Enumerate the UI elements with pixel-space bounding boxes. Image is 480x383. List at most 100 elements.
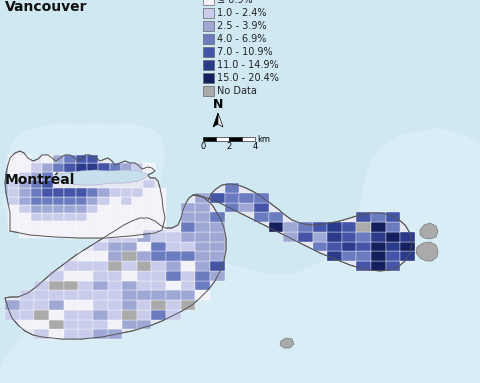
Bar	[210, 271, 225, 280]
Bar	[78, 290, 93, 300]
Bar	[144, 213, 155, 221]
Bar	[210, 212, 225, 222]
Bar	[166, 261, 180, 271]
Bar	[87, 196, 98, 205]
Bar	[155, 213, 166, 221]
Bar	[76, 155, 87, 163]
Text: 4: 4	[252, 142, 258, 151]
Bar	[87, 213, 98, 221]
Bar	[31, 221, 42, 230]
Bar	[132, 230, 144, 238]
Bar	[19, 230, 31, 238]
Bar	[108, 300, 122, 310]
Bar	[19, 221, 31, 230]
Bar	[203, 60, 214, 70]
Bar	[180, 242, 195, 251]
Bar	[155, 221, 166, 230]
Bar	[180, 300, 195, 310]
Bar	[63, 271, 78, 280]
Bar	[78, 300, 93, 310]
Bar	[132, 188, 144, 196]
Bar	[64, 188, 76, 196]
Bar	[93, 280, 108, 290]
Bar	[312, 232, 327, 242]
Bar	[64, 213, 76, 221]
Bar	[20, 310, 34, 319]
Bar	[386, 222, 400, 232]
Bar	[254, 193, 269, 203]
Bar	[19, 188, 31, 196]
Bar	[225, 193, 240, 203]
Bar	[19, 155, 31, 163]
Bar	[76, 230, 87, 238]
Bar	[312, 242, 327, 251]
Bar	[63, 300, 78, 310]
Bar	[195, 251, 210, 261]
Bar	[108, 280, 122, 290]
Bar	[42, 163, 53, 172]
Bar	[31, 196, 42, 205]
Bar	[8, 163, 19, 172]
Bar	[49, 310, 63, 319]
Bar	[357, 232, 371, 242]
Bar	[78, 329, 93, 339]
Bar	[357, 242, 371, 251]
Bar	[49, 280, 63, 290]
Bar	[42, 180, 53, 188]
Bar	[132, 221, 144, 230]
Bar	[98, 196, 109, 205]
Bar	[93, 319, 108, 329]
Bar	[166, 271, 180, 280]
Bar	[5, 300, 20, 310]
Bar	[155, 196, 166, 205]
Bar	[122, 290, 137, 300]
Bar	[357, 251, 371, 261]
Bar	[312, 222, 327, 232]
Bar	[210, 261, 225, 271]
Text: Montréal: Montréal	[5, 173, 75, 187]
Text: 15.0 - 20.4%: 15.0 - 20.4%	[217, 73, 279, 83]
Bar	[195, 271, 210, 280]
Bar	[144, 188, 155, 196]
Bar	[49, 319, 63, 329]
Bar	[137, 271, 151, 280]
Polygon shape	[213, 113, 218, 127]
Bar	[137, 290, 151, 300]
Bar	[19, 172, 31, 180]
Bar	[166, 290, 180, 300]
Bar	[31, 205, 42, 213]
Bar	[31, 230, 42, 238]
Bar	[151, 242, 166, 251]
Bar	[137, 310, 151, 319]
Bar	[210, 232, 225, 242]
Bar	[210, 251, 225, 261]
Bar	[64, 205, 76, 213]
Bar	[137, 319, 151, 329]
Bar	[151, 310, 166, 319]
Bar	[34, 310, 49, 319]
Text: 1.0 - 2.4%: 1.0 - 2.4%	[217, 8, 266, 18]
Bar	[144, 205, 155, 213]
Bar	[63, 329, 78, 339]
Bar	[269, 212, 283, 222]
Bar	[137, 232, 151, 242]
Text: Vancouver: Vancouver	[5, 0, 87, 14]
Bar	[203, 47, 214, 57]
Bar	[98, 163, 109, 172]
Bar	[144, 180, 155, 188]
Bar	[137, 222, 151, 232]
Bar	[42, 155, 53, 163]
Bar	[283, 222, 298, 232]
Bar	[400, 232, 415, 242]
Bar	[31, 172, 42, 180]
Bar	[108, 232, 122, 242]
Bar	[203, 0, 214, 5]
Text: No Data: No Data	[217, 86, 257, 96]
Text: 11.0 - 14.9%: 11.0 - 14.9%	[217, 60, 278, 70]
Bar	[93, 261, 108, 271]
Bar	[121, 163, 132, 172]
Bar	[371, 251, 386, 261]
Bar	[122, 300, 137, 310]
Bar	[386, 212, 400, 222]
Bar	[19, 205, 31, 213]
